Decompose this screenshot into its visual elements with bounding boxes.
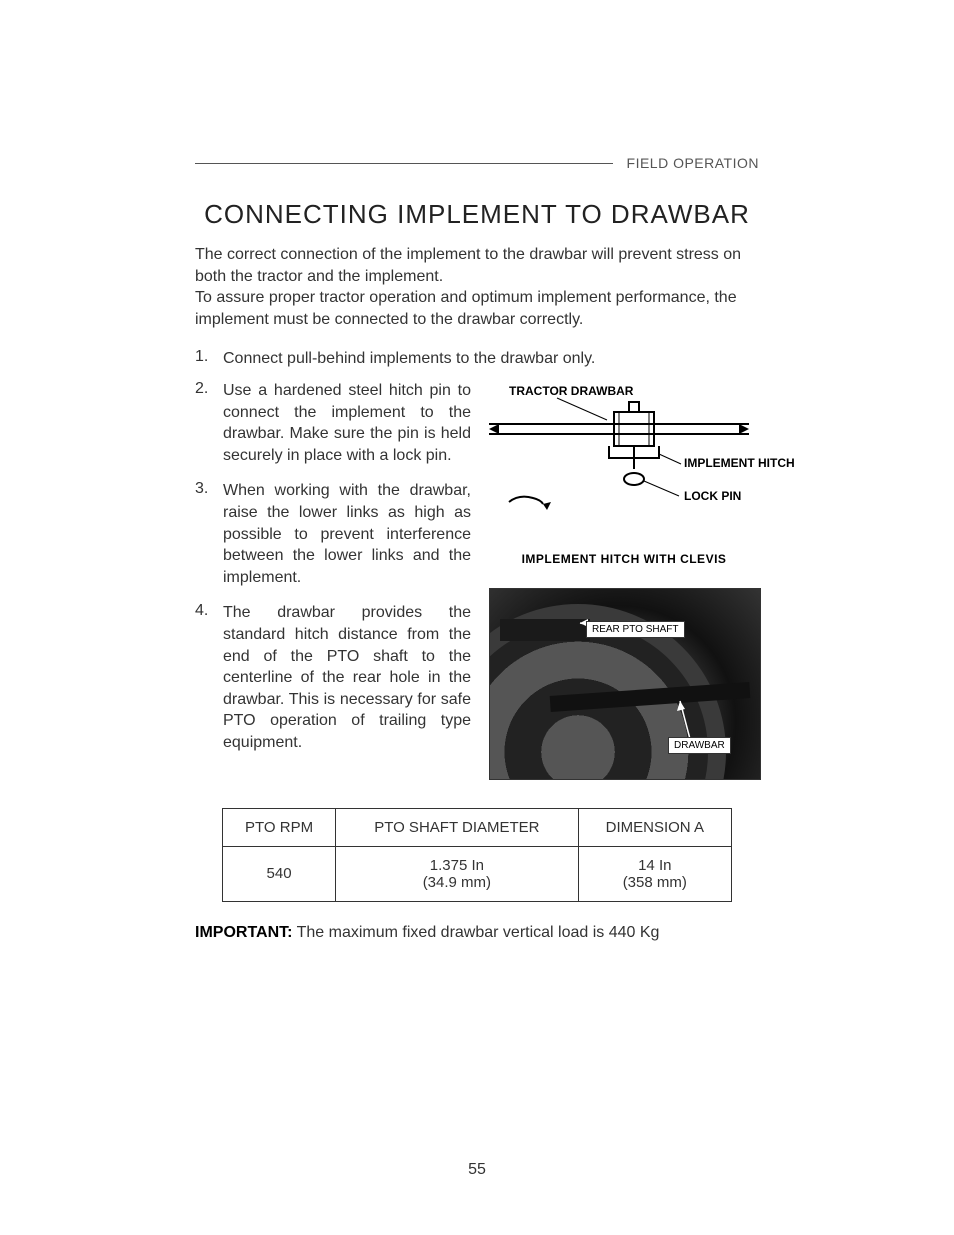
step-3-text: When working with the drawbar, raise the… — [223, 480, 471, 588]
step-4-text: The drawbar provides the standard hitch … — [223, 602, 471, 753]
intro-block: The correct connection of the implement … — [195, 244, 759, 330]
td-dimension-mm: (358 mm) — [587, 874, 723, 891]
hitch-diagram-caption: IMPLEMENT HITCH WITH CLEVIS — [489, 552, 759, 566]
callout-drawbar: DRAWBAR — [668, 737, 731, 754]
td-diameter-mm: (34.9 mm) — [344, 874, 569, 891]
step-3-number: 3. — [195, 480, 223, 498]
table-row: 540 1.375 In (34.9 mm) 14 In (358 mm) — [223, 846, 732, 901]
step-2: 2. Use a hardened steel hitch pin to con… — [195, 380, 471, 466]
hitch-diagram: TRACTOR DRAWBAR — [489, 384, 759, 544]
header: FIELD OPERATION — [195, 155, 759, 171]
step-4-number: 4. — [195, 602, 223, 620]
important-label: IMPORTANT: — [195, 924, 292, 941]
th-dimension-a: DIMENSION A — [578, 808, 731, 846]
th-pto-shaft-diameter: PTO SHAFT DIAMETER — [336, 808, 578, 846]
td-rpm: 540 — [223, 846, 336, 901]
section-label: FIELD OPERATION — [613, 155, 759, 171]
label-tractor-drawbar: TRACTOR DRAWBAR — [509, 384, 633, 398]
intro-p2: To assure proper tractor operation and o… — [195, 287, 759, 330]
table-header-row: PTO RPM PTO SHAFT DIAMETER DIMENSION A — [223, 808, 732, 846]
step-2-number: 2. — [195, 380, 223, 398]
page-number: 55 — [0, 1161, 954, 1179]
intro-p1: The correct connection of the implement … — [195, 244, 759, 287]
th-pto-rpm: PTO RPM — [223, 808, 336, 846]
step-2-text: Use a hardened steel hitch pin to connec… — [223, 380, 471, 466]
steps-column: 2. Use a hardened steel hitch pin to con… — [195, 380, 471, 780]
page-title: CONNECTING IMPLEMENT TO DRAWBAR — [195, 199, 759, 230]
important-note: IMPORTANT: The maximum fixed drawbar ver… — [195, 924, 759, 942]
drawbar-photo: REAR PTO SHAFT DRAWBAR — [489, 588, 761, 780]
td-dimension: 14 In (358 mm) — [578, 846, 731, 901]
spec-table: PTO RPM PTO SHAFT DIAMETER DIMENSION A 5… — [222, 808, 732, 902]
hitch-diagram-svg — [489, 384, 759, 524]
td-diameter: 1.375 In (34.9 mm) — [336, 846, 578, 901]
td-dimension-in: 14 In — [587, 857, 723, 874]
figures-column: TRACTOR DRAWBAR — [489, 380, 759, 780]
step-1: 1. Connect pull-behind implements to the… — [195, 348, 759, 370]
step-3: 3. When working with the drawbar, raise … — [195, 480, 471, 588]
header-rule — [195, 163, 613, 164]
callout-rear-pto-shaft: REAR PTO SHAFT — [586, 621, 685, 638]
important-text: The maximum fixed drawbar vertical load … — [292, 924, 659, 941]
step-1-number: 1. — [195, 348, 223, 366]
td-diameter-in: 1.375 In — [344, 857, 569, 874]
step-4: 4. The drawbar provides the standard hit… — [195, 602, 471, 753]
label-lock-pin: LOCK PIN — [684, 489, 741, 503]
step-1-text: Connect pull-behind implements to the dr… — [223, 348, 759, 370]
label-implement-hitch: IMPLEMENT HITCH — [684, 456, 795, 470]
